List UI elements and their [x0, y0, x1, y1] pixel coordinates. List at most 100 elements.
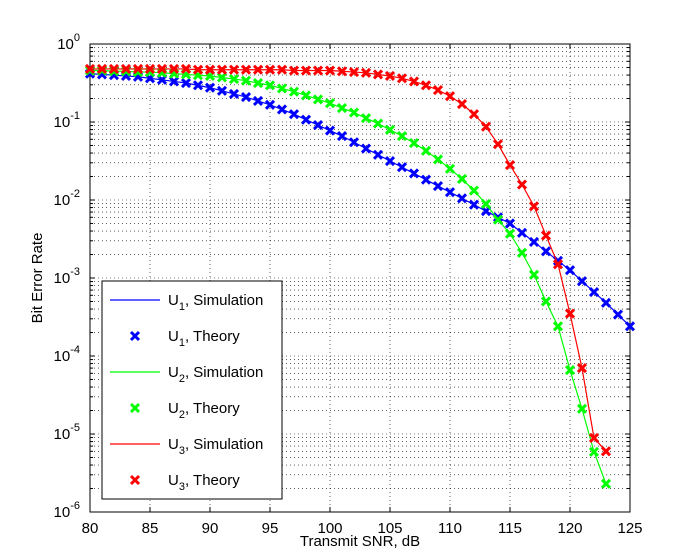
- series-marker: [324, 65, 336, 76]
- series-marker: [432, 154, 444, 165]
- series-marker: [192, 80, 204, 91]
- series-marker: [252, 64, 264, 75]
- series-marker: [528, 236, 540, 247]
- series-marker: [204, 82, 216, 93]
- series-marker: [480, 198, 492, 210]
- series-marker: [528, 201, 540, 212]
- series-marker: [432, 84, 444, 96]
- series-marker: [492, 212, 504, 223]
- series-marker: [576, 403, 588, 414]
- y-tick-base: 10: [54, 192, 71, 209]
- series-marker: [468, 199, 480, 210]
- series-marker: [216, 85, 228, 96]
- series-marker: [468, 185, 480, 196]
- series-marker: [516, 247, 528, 258]
- y-tick-label: 10-6: [54, 500, 80, 521]
- y-tick-label: 10-5: [54, 422, 80, 443]
- series-marker: [324, 98, 336, 109]
- series-marker: [552, 321, 564, 332]
- y-tick-base: 10: [54, 348, 71, 365]
- series-marker: [168, 63, 180, 74]
- series-marker: [228, 74, 240, 85]
- series-marker: [276, 64, 288, 75]
- series-marker: [480, 121, 492, 132]
- series-marker: [444, 91, 456, 102]
- legend-marker: [129, 330, 141, 342]
- series-marker: [168, 76, 180, 87]
- y-tick-exponent: -3: [70, 266, 80, 278]
- series-marker: [612, 309, 624, 320]
- series-marker: [372, 69, 384, 80]
- series-marker: [312, 94, 324, 105]
- legend-marker: [129, 402, 141, 414]
- series-marker: [132, 63, 144, 74]
- series-marker: [600, 446, 612, 457]
- series-marker: [276, 83, 288, 94]
- series-marker: [372, 149, 384, 160]
- series-marker: [240, 64, 252, 75]
- series-marker: [156, 63, 168, 74]
- legend-label: U3, Theory: [168, 472, 240, 493]
- series-marker: [576, 276, 588, 287]
- series-marker: [588, 432, 600, 444]
- x-tick-label: 100: [317, 520, 342, 537]
- y-tick-label: 100: [57, 32, 80, 53]
- series-marker: [408, 76, 420, 87]
- y-tick-exponent: -4: [70, 344, 80, 356]
- y-tick-base: 10: [54, 504, 71, 521]
- series-marker: [456, 173, 468, 185]
- x-tick-label: 95: [262, 520, 279, 537]
- series-marker: [456, 98, 468, 110]
- series-marker: [84, 63, 96, 74]
- series-marker: [396, 162, 408, 173]
- legend-label: U2, Theory: [168, 400, 240, 421]
- y-tick-exponent: -2: [70, 188, 80, 200]
- series-marker: [336, 66, 348, 77]
- y-tick-base: 10: [54, 114, 71, 131]
- series-marker: [216, 64, 228, 75]
- series-marker: [192, 64, 204, 75]
- legend-label: U2, Simulation: [168, 364, 263, 385]
- y-tick-exponent: -6: [70, 500, 80, 512]
- series-marker: [396, 130, 408, 142]
- series-marker: [564, 265, 576, 276]
- series-marker: [552, 259, 564, 270]
- series-marker: [492, 214, 504, 225]
- y-tick-label: 10-1: [54, 110, 80, 131]
- series-marker: [348, 137, 360, 148]
- y-tick-base: 10: [57, 36, 74, 53]
- series-marker: [588, 446, 600, 457]
- x-tick-label: 80: [82, 520, 99, 537]
- series-marker: [144, 63, 156, 74]
- series-marker: [336, 130, 348, 142]
- series-marker: [444, 187, 456, 198]
- series-marker: [444, 163, 456, 174]
- series-marker: [408, 168, 420, 179]
- series-marker: [264, 99, 276, 110]
- y-tick-base: 10: [54, 426, 71, 443]
- series-marker: [600, 478, 612, 489]
- series-marker: [408, 138, 420, 149]
- series-marker: [228, 88, 240, 99]
- series-marker: [180, 77, 192, 89]
- x-tick-label: 120: [557, 520, 582, 537]
- legend-marker: [129, 474, 141, 486]
- series-marker: [396, 73, 408, 84]
- series-marker: [384, 124, 396, 135]
- series-marker: [468, 109, 480, 120]
- x-tick-label: 125: [617, 520, 642, 537]
- series-marker: [588, 287, 600, 298]
- y-tick-exponent: -5: [70, 422, 80, 434]
- series-marker: [504, 218, 516, 229]
- series-marker: [240, 75, 252, 86]
- series-marker: [516, 179, 528, 190]
- x-tick-label: 85: [142, 520, 159, 537]
- series-marker: [492, 139, 504, 150]
- series-marker: [540, 296, 552, 307]
- series-marker: [228, 64, 240, 75]
- x-tick-label: 110: [438, 520, 462, 537]
- series-marker: [576, 363, 588, 374]
- x-tick-label: 90: [202, 520, 219, 537]
- plot-frame: [89, 43, 631, 513]
- series-marker: [276, 104, 288, 115]
